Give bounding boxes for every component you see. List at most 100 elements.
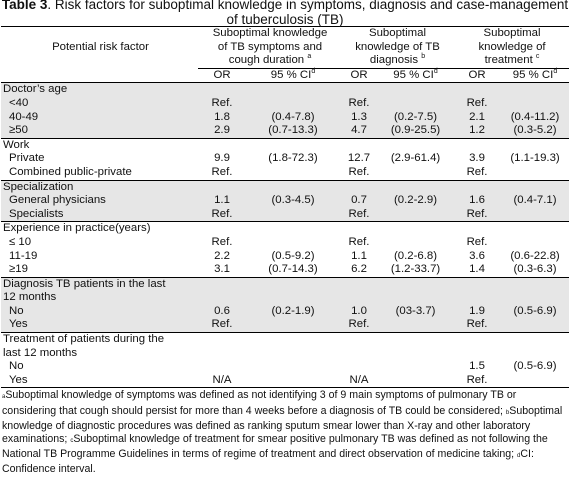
table-title: Table 3. Risk factors for suboptimal kno… bbox=[0, 0, 570, 27]
header-row-groups: Potential risk factor Suboptimal knowled… bbox=[1, 26, 570, 69]
header-ci-label: 95 % CI bbox=[512, 68, 554, 81]
ci-value: (0.9-25.5) bbox=[376, 124, 454, 139]
ci-value: (0.5-6.9) bbox=[513, 360, 557, 373]
header-group-diagnosis-line2: knowledge of TB bbox=[355, 40, 440, 53]
section-title: Diagnosis TB patients in the last bbox=[1, 276, 570, 292]
ci-value: (1.2-33.7) bbox=[390, 263, 441, 276]
header-group-symptoms-line1: Suboptimal knowledge bbox=[212, 27, 328, 39]
or-value: Ref. bbox=[348, 165, 370, 178]
or-value: 1.1 bbox=[351, 249, 367, 262]
ci-value: (0.2-2.9) bbox=[376, 194, 454, 208]
header-ci-label: 95 % CI bbox=[270, 68, 312, 81]
table-row: <40 Ref. Ref. Ref. bbox=[1, 96, 570, 111]
ci-value: (0.6-22.8) bbox=[510, 249, 560, 262]
header-group-treatment-line2: knowledge of bbox=[478, 40, 546, 53]
or-value: Ref. bbox=[211, 165, 233, 178]
section-title-row: 12 months bbox=[1, 291, 570, 305]
table-row: 11-19 2.2 (0.5-9.2) 1.1 (0.2-6.8) 3.6 (0.6-22.… bbox=[1, 250, 569, 264]
row-label: ≥50 bbox=[1, 124, 198, 139]
or-value: 2.2 bbox=[214, 249, 230, 262]
ci-value bbox=[499, 236, 569, 250]
header-ci: 95 % CId bbox=[244, 68, 340, 84]
footnote-a: Suboptimal knowledge of symptoms was def… bbox=[2, 389, 517, 417]
row-label: Specialists bbox=[1, 207, 198, 222]
section-title-row: Treatment of patients during the bbox=[1, 332, 570, 347]
footnote-mark-d: d bbox=[553, 67, 558, 75]
or-value: Ref. bbox=[340, 207, 376, 222]
ci-value: (03-3.7) bbox=[376, 304, 454, 319]
footnote-mark-b: b bbox=[421, 53, 426, 61]
header-group-symptoms-line3: cough duration bbox=[228, 54, 305, 67]
footnotes: aSuboptimal knowledge of symptoms was de… bbox=[2, 389, 569, 476]
row-label: ≥19 bbox=[9, 263, 28, 276]
ci-value: (0.4-7.1) bbox=[499, 194, 570, 208]
ci-value bbox=[376, 207, 454, 222]
header-group-treatment-line3: treatment bbox=[484, 54, 533, 67]
or-value: Ref. bbox=[453, 96, 500, 111]
table-row: Yes Ref. Ref. Ref. bbox=[1, 318, 570, 333]
ci-value bbox=[244, 96, 340, 111]
ci-value bbox=[499, 166, 569, 180]
or-value: 0.7 bbox=[340, 194, 376, 208]
or-value: Ref. bbox=[211, 235, 233, 248]
footnote-mark-d: d bbox=[433, 67, 438, 75]
section-title-row: Work bbox=[1, 137, 570, 153]
section-title: Work bbox=[1, 137, 570, 153]
or-value: 1.4 bbox=[469, 263, 485, 276]
or-value: 12.7 bbox=[347, 152, 371, 165]
header-group-diagnosis-line3: diagnosis bbox=[369, 54, 419, 67]
footnote-c: Suboptimal knowledge of treatment for sm… bbox=[2, 432, 548, 460]
header-group-symptoms-line2: of TB symptoms and bbox=[217, 40, 323, 53]
table-row: No 0.6 (0.2-1.9) 1.0 (03-3.7) 1.9 (0.5-6.9) bbox=[1, 304, 570, 319]
ci-value: (0.3-6.3) bbox=[513, 263, 557, 276]
or-value: 1.9 bbox=[453, 304, 500, 319]
ci-value bbox=[376, 236, 453, 250]
ci-value bbox=[499, 96, 570, 111]
or-value: Ref. bbox=[198, 318, 244, 333]
table-row: General physicians 1.1 (0.3-4.5) 0.7 (0.2-2.… bbox=[1, 194, 570, 208]
ci-value: (2.9-61.4) bbox=[390, 152, 441, 165]
section-title: last 12 months bbox=[3, 346, 78, 359]
or-value: 9.9 bbox=[214, 152, 230, 165]
table-row: Combined public-private Ref. Ref. Ref. bbox=[1, 166, 569, 180]
ci-value: (0.3-5.2) bbox=[499, 124, 570, 139]
or-value: Ref. bbox=[340, 96, 376, 111]
or-value: 1.8 bbox=[198, 110, 244, 125]
row-label: 11-19 bbox=[9, 249, 38, 262]
row-label: 40-49 bbox=[1, 110, 198, 125]
or-value: Ref. bbox=[348, 235, 370, 248]
table-row: ≤ 10 Ref. Ref. Ref. bbox=[1, 236, 569, 250]
ci-value: (1.1-19.3) bbox=[510, 152, 560, 165]
ci-value bbox=[376, 373, 454, 389]
ci-value bbox=[499, 207, 570, 222]
row-label: Yes bbox=[1, 318, 198, 333]
or-value: Ref. bbox=[466, 235, 488, 248]
ci-value: (0.5-6.9) bbox=[499, 304, 570, 319]
ci-value bbox=[244, 207, 340, 222]
ci-value: (0.7-14.3) bbox=[268, 263, 318, 276]
row-label: No bbox=[1, 304, 198, 319]
ci-value: (0.2-6.8) bbox=[393, 249, 438, 262]
ci-value bbox=[244, 373, 340, 389]
or-value: 3.6 bbox=[469, 249, 485, 262]
table-row: 40-49 1.8 (0.4-7.8) 1.3 (0.2-7.5) 2.1 (0.4-11.… bbox=[1, 110, 570, 125]
footnote-b-mark: b bbox=[505, 409, 510, 416]
header-group-diagnosis-line1: Suboptimal bbox=[369, 27, 426, 39]
ci-value bbox=[376, 318, 454, 333]
header-ci: 95 % CId bbox=[499, 67, 570, 84]
or-value: 1.2 bbox=[453, 124, 500, 139]
footnote-a-mark: a bbox=[2, 394, 6, 401]
or-value bbox=[340, 360, 376, 374]
or-value: 3.9 bbox=[469, 152, 485, 165]
header-group-treatment: Suboptimal knowledge of treatment c bbox=[453, 26, 570, 69]
header-or: OR bbox=[340, 68, 376, 84]
table-row: No 1.5 (0.5-6.9) bbox=[1, 360, 569, 374]
header-or: OR bbox=[198, 68, 244, 84]
or-value: 4.7 bbox=[340, 124, 376, 139]
header-ci: 95 % CId bbox=[376, 67, 454, 84]
header-or: OR bbox=[453, 68, 500, 84]
section-title-row: Diagnosis TB patients in the last bbox=[1, 276, 570, 292]
footnote-mark-a: a bbox=[307, 53, 312, 61]
or-value: Ref. bbox=[198, 96, 244, 111]
row-label: Private bbox=[9, 152, 45, 165]
